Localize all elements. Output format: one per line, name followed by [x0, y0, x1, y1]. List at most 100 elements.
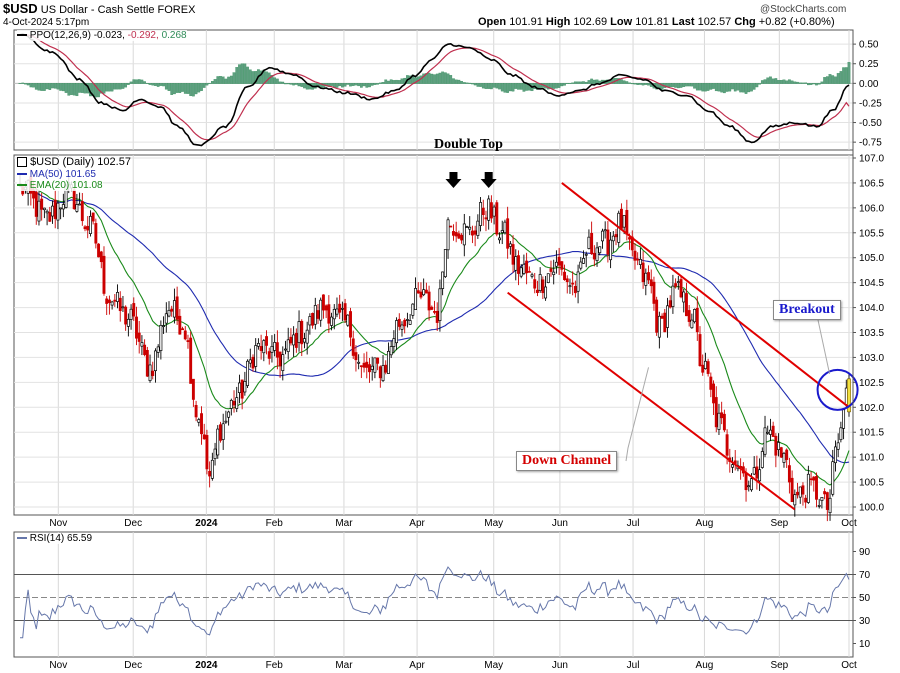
price-bar: [248, 348, 252, 368]
price-bar: [265, 330, 268, 355]
price-bar: [517, 250, 520, 286]
price-bar: [435, 302, 439, 331]
ppo-hist-bar: [170, 83, 174, 95]
x-label-rsi-aug: Aug: [696, 660, 714, 671]
ppo-hist-bar: [755, 83, 759, 88]
price-bar: [782, 451, 786, 468]
price-bar: [817, 498, 821, 509]
ppo-hist-bar: [227, 76, 230, 84]
ppo-hist-bar: [766, 77, 770, 84]
ppo-hist-bar: [484, 83, 488, 89]
price-bar: [59, 207, 63, 220]
ma50-legend: MA(50) 101.65: [17, 169, 96, 180]
price-bar: [262, 339, 266, 362]
open-value: 101.91: [509, 16, 543, 28]
price-bar: [655, 296, 659, 336]
price-bar: [666, 297, 669, 338]
price-bar: [839, 421, 843, 443]
ppo-hist-bar: [498, 83, 501, 90]
price-tick-label: 103.0: [859, 353, 884, 364]
x-label-feb: Feb: [266, 518, 284, 529]
x-label-jun: Jun: [552, 518, 568, 529]
ppo-hist-bar: [78, 83, 81, 93]
rsi-legend: RSI(14) 65.59: [17, 533, 93, 544]
price-bar: [105, 296, 109, 316]
price-bar: [603, 221, 607, 239]
price-bar: [712, 380, 715, 416]
watermark: @StockCharts.com: [760, 4, 847, 15]
ppo-hist-bar: [278, 81, 282, 84]
price-bar: [687, 304, 691, 327]
price-bar: [159, 320, 163, 360]
ppo-hist-bar: [173, 83, 176, 95]
ppo-hist-bar: [839, 71, 843, 84]
price-bar: [831, 449, 835, 497]
price-bar: [679, 276, 683, 299]
price-bar: [229, 398, 233, 416]
ppo-hist-bar: [240, 63, 244, 84]
ppo-hist-bar: [815, 83, 818, 86]
ppo-hist-bar: [739, 83, 742, 93]
price-bar: [460, 233, 464, 244]
price-bar: [83, 225, 87, 232]
ppo-hist-bar: [362, 83, 366, 87]
ppo-hist-bar: [584, 81, 588, 84]
price-bar: [324, 304, 328, 319]
double-top-arrow: [480, 172, 497, 188]
ppo-hist-bar: [687, 83, 691, 87]
ppo-hist-bar: [349, 83, 352, 87]
ppo-hist-bar: [75, 83, 79, 97]
ppo-hist-bar: [427, 72, 431, 84]
price-bar: [565, 275, 569, 294]
price-bar: [557, 247, 561, 275]
ppo-hist-bar: [725, 83, 729, 92]
ppo-hist-bar: [479, 83, 482, 87]
instrument-name: US Dollar - Cash Settle: [40, 4, 155, 16]
ppo-hist-bar: [189, 83, 193, 97]
price-bar: [546, 273, 550, 284]
price-bar: [365, 351, 369, 379]
ppo-hist-bar: [70, 83, 73, 95]
price-tick-label: 105.0: [859, 253, 884, 264]
ppo-hist-bar: [760, 80, 764, 84]
price-bar: [400, 321, 404, 337]
price-bar: [530, 272, 534, 279]
ppo-hist-bar: [135, 79, 138, 84]
price-bar: [614, 229, 618, 246]
price-tick-label: 100.5: [859, 478, 884, 489]
rsi-swatch: [17, 537, 27, 540]
ppo-hist-bar: [641, 83, 645, 86]
ppo-hist-bar: [790, 80, 794, 84]
rsi-tick-label: 30: [859, 616, 871, 627]
ppo-hist-bar: [116, 83, 119, 90]
ppo-hist-bar: [414, 77, 417, 84]
ppo-hist-bar: [636, 83, 640, 85]
rsi-tick-label: 10: [859, 639, 871, 650]
price-bar: [777, 433, 781, 457]
ppo-hist-bar: [639, 83, 642, 85]
ppo-hist-bar: [514, 83, 518, 89]
price-bar: [722, 409, 726, 433]
price-bar: [709, 372, 713, 398]
price-bar: [311, 312, 315, 329]
ppo-hist-bar: [162, 83, 165, 87]
ppo-hist-bar: [582, 81, 585, 84]
price-bar: [99, 250, 103, 269]
ppo-hist-bar: [94, 83, 98, 98]
price-bar: [571, 271, 575, 296]
ppo-hist-bar: [774, 78, 778, 84]
ppo-hist-bar: [108, 83, 111, 92]
price-bar: [116, 284, 119, 309]
ppo-hist-bar: [433, 74, 436, 84]
ppo-hist-bar: [105, 83, 109, 92]
price-bar: [641, 251, 645, 289]
ppo-hist-bar: [831, 75, 835, 84]
rsi-tick-label: 70: [859, 570, 871, 581]
price-bar: [598, 246, 602, 256]
ppo-hist-bar: [121, 83, 125, 89]
ppo-hist-bar: [235, 67, 239, 84]
ppo-hist-bar: [373, 83, 377, 85]
price-bar: [484, 210, 488, 232]
price-bar: [760, 447, 764, 469]
